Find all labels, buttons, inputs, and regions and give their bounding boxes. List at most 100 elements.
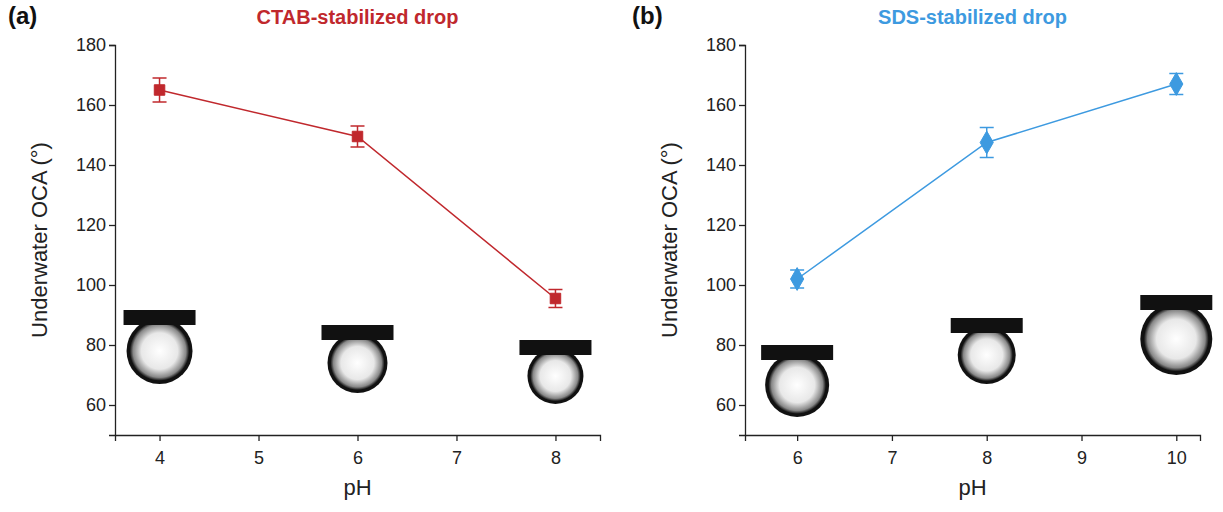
tick-mark xyxy=(258,435,259,441)
x-axis-title: pH xyxy=(958,475,986,500)
tick-mark xyxy=(892,435,893,441)
axis-line xyxy=(109,46,116,436)
tick-mark xyxy=(1081,435,1082,441)
chart-title: SDS-stabilized drop xyxy=(878,6,1067,28)
tick-label: 160 xyxy=(76,95,106,115)
tick-mark xyxy=(109,165,115,166)
tick-mark xyxy=(456,435,457,441)
panel: 6 7 8 9 10 60 80 100 120 140 160 180 (b) SDS-stabiliz… xyxy=(632,2,1212,500)
tick: 60 xyxy=(716,395,745,415)
axis-line xyxy=(739,46,746,436)
tick-label: 80 xyxy=(716,335,736,355)
tick-mark xyxy=(1176,435,1177,441)
substrate-image xyxy=(124,310,196,325)
tick: 140 xyxy=(706,155,745,175)
tick-label: 6 xyxy=(793,448,803,468)
substrate-image xyxy=(951,318,1023,333)
tick-mark xyxy=(739,345,745,346)
panel-label: (b) xyxy=(632,2,663,29)
error-bar-cap xyxy=(351,146,365,148)
tick-mark xyxy=(109,405,115,406)
tick-label: 8 xyxy=(982,448,992,468)
axis-line xyxy=(116,436,601,442)
tick-mark xyxy=(159,435,160,441)
error-bar-cap xyxy=(351,125,365,127)
error-bar-cap xyxy=(980,157,994,159)
tick: 120 xyxy=(706,215,745,235)
tick: 4 xyxy=(155,435,165,468)
tick-label: 180 xyxy=(76,35,106,55)
tick-label: 6 xyxy=(353,448,363,468)
tick-mark xyxy=(739,105,745,106)
tick-label: 180 xyxy=(706,35,736,55)
substrate-image xyxy=(519,340,591,355)
tick: 8 xyxy=(982,435,992,468)
tick-label: 9 xyxy=(1077,448,1087,468)
tick: 5 xyxy=(254,435,264,468)
tick-label: 100 xyxy=(76,275,106,295)
line xyxy=(160,90,556,299)
tick-mark xyxy=(739,165,745,166)
tick-mark xyxy=(739,45,745,46)
tick: 80 xyxy=(86,335,115,355)
tick-mark xyxy=(797,435,798,441)
error-bar xyxy=(548,290,562,308)
x-axis: 4 5 6 7 8 xyxy=(116,435,601,468)
drop-image xyxy=(527,348,583,404)
error-bar-cap xyxy=(153,77,167,79)
y-axis-title: Underwater OCA (°) xyxy=(657,142,682,338)
tick-mark xyxy=(555,435,556,441)
drop-image xyxy=(1140,303,1212,375)
tick-mark xyxy=(109,225,115,226)
tick: 8 xyxy=(551,435,561,468)
tick-label: 160 xyxy=(706,95,736,115)
tick-label: 60 xyxy=(716,395,736,415)
tick-label: 7 xyxy=(452,448,462,468)
substrate-image xyxy=(1140,295,1212,310)
error-bar-cap xyxy=(153,101,167,103)
tick-label: 4 xyxy=(155,448,165,468)
tick-mark xyxy=(357,435,358,441)
marker xyxy=(154,85,164,95)
x-axis: 6 7 8 9 10 xyxy=(746,435,1201,468)
line xyxy=(797,84,1176,279)
error-bar xyxy=(351,126,365,147)
x-axis-title: pH xyxy=(343,475,371,500)
tick-label: 100 xyxy=(706,275,736,295)
plot-marks xyxy=(790,73,1183,291)
tick-label: 5 xyxy=(254,448,264,468)
tick-mark xyxy=(739,405,745,406)
substrate-image xyxy=(761,345,833,360)
tick: 9 xyxy=(1077,435,1087,468)
figure: 4 5 6 7 8 60 80 100 120 140 160 180 (a) CTAB-stabiliz… xyxy=(0,0,1223,512)
tick: 120 xyxy=(76,215,115,235)
panel-label: (a) xyxy=(8,2,37,29)
tick-label: 80 xyxy=(86,335,106,355)
tick-label: 120 xyxy=(76,215,106,235)
drop-image xyxy=(958,326,1016,384)
tick: 7 xyxy=(887,435,897,468)
error-bar-cap xyxy=(548,307,562,309)
tick-label: 8 xyxy=(551,448,561,468)
tick-label: 140 xyxy=(76,155,106,175)
axis-line xyxy=(746,436,1201,442)
tick: 100 xyxy=(76,275,115,295)
drop-image xyxy=(328,333,388,393)
tick-label: 10 xyxy=(1167,448,1187,468)
drop-images xyxy=(124,310,592,404)
chart-title: CTAB-stabilized drop xyxy=(257,6,459,28)
tick: 6 xyxy=(793,435,803,468)
marker xyxy=(352,131,362,141)
tick: 160 xyxy=(76,95,115,115)
tick-mark xyxy=(109,285,115,286)
plot-marks xyxy=(153,78,563,308)
y-axis: 60 80 100 120 140 160 180 xyxy=(76,35,116,435)
marker xyxy=(791,268,804,291)
tick: 60 xyxy=(86,395,115,415)
tick-label: 140 xyxy=(706,155,736,175)
tick: 180 xyxy=(706,35,745,55)
error-bar xyxy=(153,78,167,102)
marker xyxy=(980,131,993,154)
tick: 7 xyxy=(452,435,462,468)
tick-mark xyxy=(109,45,115,46)
